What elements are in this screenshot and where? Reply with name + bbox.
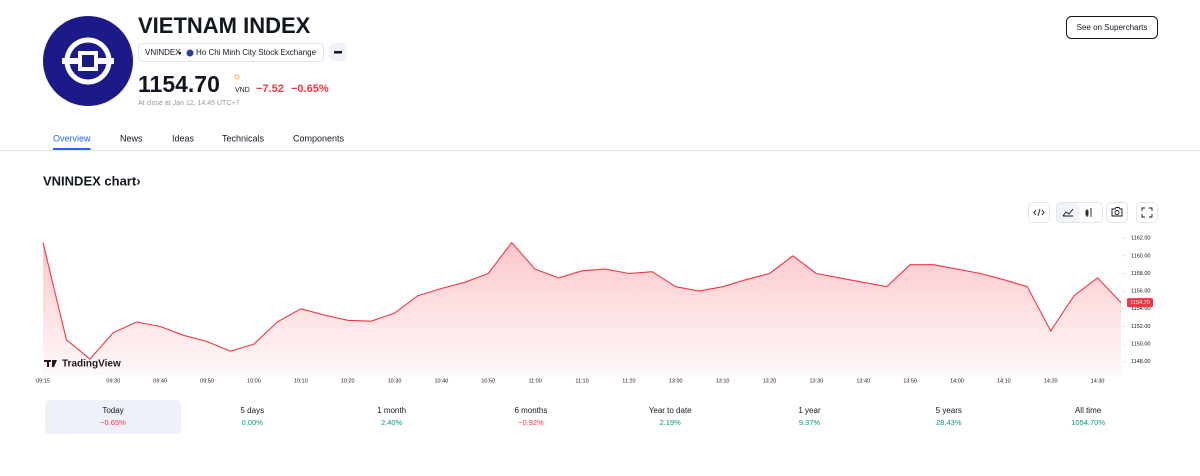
x-tick-label: 09:30 xyxy=(106,378,120,384)
symbol: VNINDEX xyxy=(145,48,181,57)
exchange: Ho Chi Minh City Stock Exchange xyxy=(196,48,317,57)
y-tick-label: 1158.00 xyxy=(1131,271,1150,277)
period-change: 2.40% xyxy=(381,418,403,427)
y-tick-label: 1160.00 xyxy=(1131,253,1150,259)
price-change: −7.52 xyxy=(256,83,284,95)
section-title[interactable]: VNINDEX chart› xyxy=(43,173,141,188)
x-tick-label: 09:50 xyxy=(200,378,214,384)
x-tick-label: 10:20 xyxy=(341,378,355,384)
x-tick-label: 09:15 xyxy=(36,378,50,384)
y-tick-label: 1150.00 xyxy=(1131,342,1150,348)
x-tick-label: 14:30 xyxy=(1091,378,1105,384)
period-selected-bg xyxy=(45,400,181,434)
tab[interactable]: Ideas xyxy=(172,133,195,143)
x-tick-label: 13:00 xyxy=(669,378,683,384)
x-tick-label: 10:30 xyxy=(388,378,402,384)
price-area xyxy=(43,242,1121,375)
x-tick-label: 13:20 xyxy=(763,378,777,384)
tab-bar: Overview News Ideas Technicals Components xyxy=(53,133,345,150)
currency: VND xyxy=(235,87,250,94)
x-tick-label: 09:40 xyxy=(153,378,167,384)
x-tick-label: 11:00 xyxy=(528,378,541,384)
embed-button[interactable] xyxy=(1028,202,1050,223)
x-tick-label: 13:40 xyxy=(856,378,870,384)
y-tick-label: 1156.00 xyxy=(1131,289,1150,295)
camera-lens xyxy=(1114,210,1120,215)
market-status xyxy=(234,74,240,80)
price-change-percent: −0.65% xyxy=(291,83,329,95)
x-tick-label: 10:40 xyxy=(435,378,449,384)
x-tick-label: 14:20 xyxy=(1044,378,1058,384)
x-tick-label: 14:10 xyxy=(997,378,1011,384)
price-line xyxy=(42,242,1122,360)
period-label: 6 months xyxy=(514,406,547,415)
period-label: 1 year xyxy=(798,406,821,415)
area-style-button[interactable] xyxy=(1057,203,1079,222)
exchange-icon xyxy=(186,49,194,57)
period-label: Today xyxy=(102,406,123,415)
x-tick-label: 10:50 xyxy=(481,378,495,384)
price-chart: TradingView1148.001150.001152.001154.001… xyxy=(36,236,1153,384)
screenshot-button[interactable] xyxy=(1106,202,1128,223)
x-tick-label: 14:00 xyxy=(950,378,964,384)
y-tick-label: 1152.00 xyxy=(1131,324,1150,330)
period-label: Year to date xyxy=(649,406,692,415)
supercharts-button-label: See on Supercharts xyxy=(1077,23,1148,32)
candle-style-icon[interactable] xyxy=(1085,208,1092,217)
price: 1154.70 xyxy=(138,71,220,97)
x-tick-label: 13:50 xyxy=(903,378,917,384)
period-change: −0.65% xyxy=(100,418,126,427)
y-tick-label: 1162.00 xyxy=(1131,236,1150,242)
more-icon xyxy=(334,51,342,54)
period-change: 2.19% xyxy=(660,418,682,427)
area-style-icon xyxy=(1062,208,1074,217)
x-tick-label: 13:10 xyxy=(716,378,730,384)
embed-icon xyxy=(1033,208,1045,217)
camera-icon xyxy=(1111,207,1123,217)
period-change: 1054.70% xyxy=(1071,418,1105,427)
close-note: At close at Jan 12, 14:45 UTC+7 xyxy=(138,100,239,107)
period-label: 5 days xyxy=(241,406,265,415)
period-label: All time xyxy=(1075,406,1102,415)
chart-toolbar xyxy=(1028,202,1158,223)
tab[interactable]: Components xyxy=(293,133,345,143)
last-price-label: 1154.70 xyxy=(1130,300,1149,306)
fullscreen-icon xyxy=(1141,207,1153,218)
fullscreen-button[interactable] xyxy=(1136,202,1158,223)
tab[interactable]: Technicals xyxy=(222,133,265,143)
x-tick-label: 11:10 xyxy=(575,378,588,384)
y-tick-label: 1154.00 xyxy=(1131,306,1150,312)
period-change: 28.43% xyxy=(936,418,962,427)
index-title: VIETNAM INDEX xyxy=(138,13,311,38)
x-tick-label: 11:20 xyxy=(622,378,635,384)
chart-style-group xyxy=(1056,202,1103,223)
separator-dot xyxy=(178,51,182,55)
last-price-tag xyxy=(1127,298,1153,308)
supercharts-button[interactable] xyxy=(1066,16,1158,39)
x-tick-label: 10:10 xyxy=(294,378,308,384)
period-change: −0.92% xyxy=(518,418,544,427)
x-tick-label: 10:00 xyxy=(247,378,261,384)
x-tick-label: 13:30 xyxy=(809,378,823,384)
period-change: 0.00% xyxy=(242,418,264,427)
period-label: 5 years xyxy=(936,406,962,415)
y-tick-label: 1148.00 xyxy=(1131,359,1150,365)
tab-underline xyxy=(53,148,91,150)
period-change: 9.37% xyxy=(799,418,821,427)
tab[interactable]: Overview xyxy=(53,133,91,143)
period-label: 1 month xyxy=(377,406,406,415)
period-selector: Today −0.65% 5 days 0.00% 1 month 2.40% 6 mont… xyxy=(45,400,1105,434)
symbol-badge[interactable] xyxy=(138,43,324,62)
tab[interactable]: News xyxy=(120,133,143,143)
logo xyxy=(43,16,133,106)
